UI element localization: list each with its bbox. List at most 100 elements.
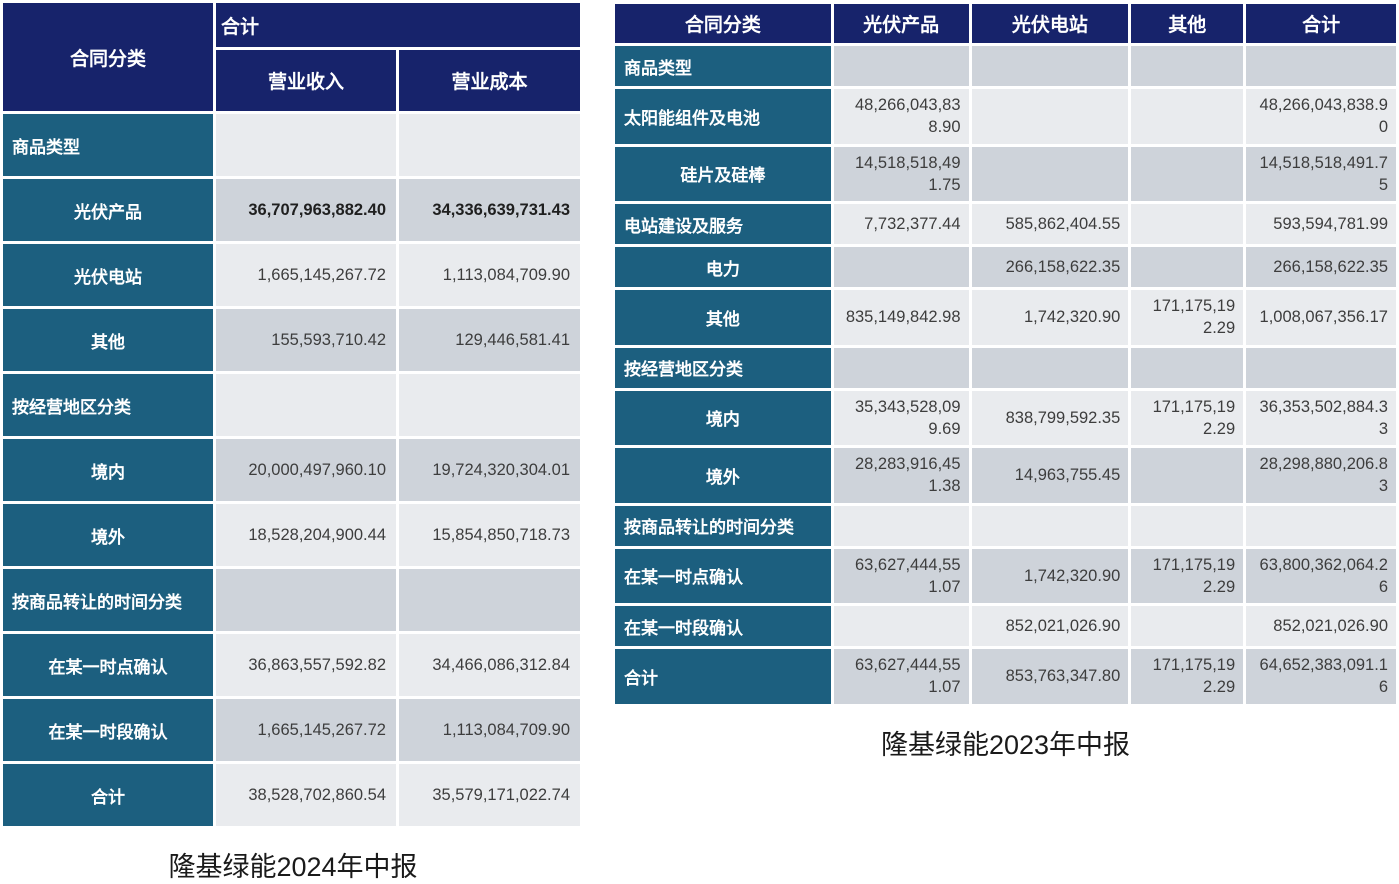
value-cell: 36,707,963,882.40	[216, 179, 396, 241]
row-label: 硅片及硅棒	[615, 146, 831, 202]
row-label: 其他	[615, 290, 831, 345]
value-cell	[1131, 347, 1244, 388]
value-cell: 155,593,710.42	[216, 309, 396, 371]
table-row: 境外 18,528,204,900.44 15,854,850,718.73	[3, 504, 580, 566]
table-row: 按经营地区分类	[615, 347, 1396, 388]
value-cell	[1131, 46, 1244, 86]
value-cell: 171,175,192.29	[1131, 649, 1244, 704]
value-cell: 171,175,192.29	[1131, 290, 1244, 345]
value-cell	[833, 606, 969, 647]
table-row: 境内 20,000,497,960.10 19,724,320,304.01	[3, 439, 580, 501]
row-label: 合计	[3, 764, 213, 826]
value-cell: 20,000,497,960.10	[216, 439, 396, 501]
value-cell: 1,113,084,709.90	[399, 699, 580, 761]
value-cell: 266,158,622.35	[1246, 247, 1396, 288]
header-total: 合计	[1246, 4, 1396, 43]
value-cell: 853,763,347.80	[971, 649, 1129, 704]
table-row: 其他 835,149,842.98 1,742,320.90 171,175,1…	[615, 290, 1396, 345]
table-row: 光伏电站 1,665,145,267.72 1,113,084,709.90	[3, 244, 580, 306]
header-other: 其他	[1131, 4, 1244, 43]
value-cell: 1,742,320.90	[971, 290, 1129, 345]
value-cell	[833, 46, 969, 86]
row-label: 电力	[615, 247, 831, 288]
value-cell	[833, 505, 969, 546]
value-cell	[1131, 247, 1244, 288]
value-cell: 1,665,145,267.72	[216, 244, 396, 306]
row-label: 商品类型	[3, 114, 213, 176]
value-cell: 171,175,192.29	[1131, 548, 1244, 604]
table-row: 境内 35,343,528,099.69 838,799,592.35 171,…	[615, 390, 1396, 446]
value-cell: 63,627,444,551.07	[833, 548, 969, 604]
value-cell: 1,008,067,356.17	[1246, 290, 1396, 345]
table-row: 商品类型	[3, 114, 580, 176]
value-cell: 63,627,444,551.07	[833, 649, 969, 704]
left-table: 合同分类 合计 营业收入 营业成本 商品类型	[0, 0, 583, 829]
value-cell	[1246, 46, 1396, 86]
header-contract-class: 合同分类	[3, 3, 213, 111]
value-cell: 585,862,404.55	[971, 204, 1129, 245]
table-row: 在某一时点确认 63,627,444,551.07 1,742,320.90 1…	[615, 548, 1396, 604]
value-cell: 835,149,842.98	[833, 290, 969, 345]
row-label: 电站建设及服务	[615, 204, 831, 245]
value-cell: 19,724,320,304.01	[399, 439, 580, 501]
row-label: 按商品转让的时间分类	[3, 569, 213, 631]
row-label: 太阳能组件及电池	[615, 89, 831, 144]
table-row: 在某一时段确认 852,021,026.90 852,021,026.90	[615, 606, 1396, 647]
row-label: 境外	[615, 448, 831, 503]
value-cell: 1,742,320.90	[971, 548, 1129, 604]
value-cell	[971, 505, 1129, 546]
left-table-caption: 隆基绿能2024年中报	[168, 852, 418, 882]
row-label: 境内	[3, 439, 213, 501]
value-cell	[1246, 347, 1396, 388]
value-cell: 838,799,592.35	[971, 390, 1129, 446]
header-contract-class: 合同分类	[615, 4, 831, 43]
value-cell	[399, 374, 580, 436]
table-row: 太阳能组件及电池 48,266,043,838.90 48,266,043,83…	[615, 89, 1396, 144]
value-cell: 28,283,916,451.38	[833, 448, 969, 503]
row-label: 光伏电站	[3, 244, 213, 306]
value-cell: 38,528,702,860.54	[216, 764, 396, 826]
value-cell: 36,353,502,884.33	[1246, 390, 1396, 446]
row-label: 在某一时段确认	[3, 699, 213, 761]
value-cell: 15,854,850,718.73	[399, 504, 580, 566]
value-cell	[216, 374, 396, 436]
value-cell: 129,446,581.41	[399, 309, 580, 371]
row-label: 商品类型	[615, 46, 831, 86]
value-cell: 63,800,362,064.26	[1246, 548, 1396, 604]
table-row: 商品类型	[615, 46, 1396, 86]
header-total: 合计	[216, 3, 580, 47]
value-cell: 48,266,043,838.90	[833, 89, 969, 144]
value-cell: 852,021,026.90	[971, 606, 1129, 647]
left-table-section: 合同分类 合计 营业收入 营业成本 商品类型	[0, 0, 586, 884]
value-cell	[971, 347, 1129, 388]
table-row: 按经营地区分类	[3, 374, 580, 436]
row-label: 光伏产品	[3, 179, 213, 241]
table-row: 按商品转让的时间分类	[615, 505, 1396, 546]
table-row: 合计 38,528,702,860.54 35,579,171,022.74	[3, 764, 580, 826]
value-cell: 64,652,383,091.16	[1246, 649, 1396, 704]
value-cell: 34,336,639,731.43	[399, 179, 580, 241]
row-label: 境内	[615, 390, 831, 446]
table-row: 按商品转让的时间分类	[3, 569, 580, 631]
header-operating-revenue: 营业收入	[216, 50, 396, 111]
row-label: 在某一时点确认	[3, 634, 213, 696]
right-table-section: 合同分类 光伏产品 光伏电站 其他 合计 商品类型	[612, 1, 1399, 762]
value-cell	[1246, 505, 1396, 546]
value-cell: 266,158,622.35	[971, 247, 1129, 288]
value-cell	[216, 114, 396, 176]
value-cell: 14,518,518,491.75	[833, 146, 969, 202]
table-row: 其他 155,593,710.42 129,446,581.41	[3, 309, 580, 371]
value-cell: 48,266,043,838.90	[1246, 89, 1396, 144]
value-cell: 1,665,145,267.72	[216, 699, 396, 761]
value-cell	[216, 569, 396, 631]
value-cell	[1131, 146, 1244, 202]
row-label: 在某一时点确认	[615, 548, 831, 604]
value-cell	[1131, 89, 1244, 144]
table-row: 在某一时点确认 36,863,557,592.82 34,466,086,312…	[3, 634, 580, 696]
value-cell: 14,518,518,491.75	[1246, 146, 1396, 202]
value-cell	[1131, 448, 1244, 503]
table-row: 合计 63,627,444,551.07 853,763,347.80 171,…	[615, 649, 1396, 704]
value-cell	[1131, 204, 1244, 245]
header-operating-cost: 营业成本	[399, 50, 580, 111]
left-table-header: 合同分类 合计 营业收入 营业成本	[3, 3, 580, 111]
